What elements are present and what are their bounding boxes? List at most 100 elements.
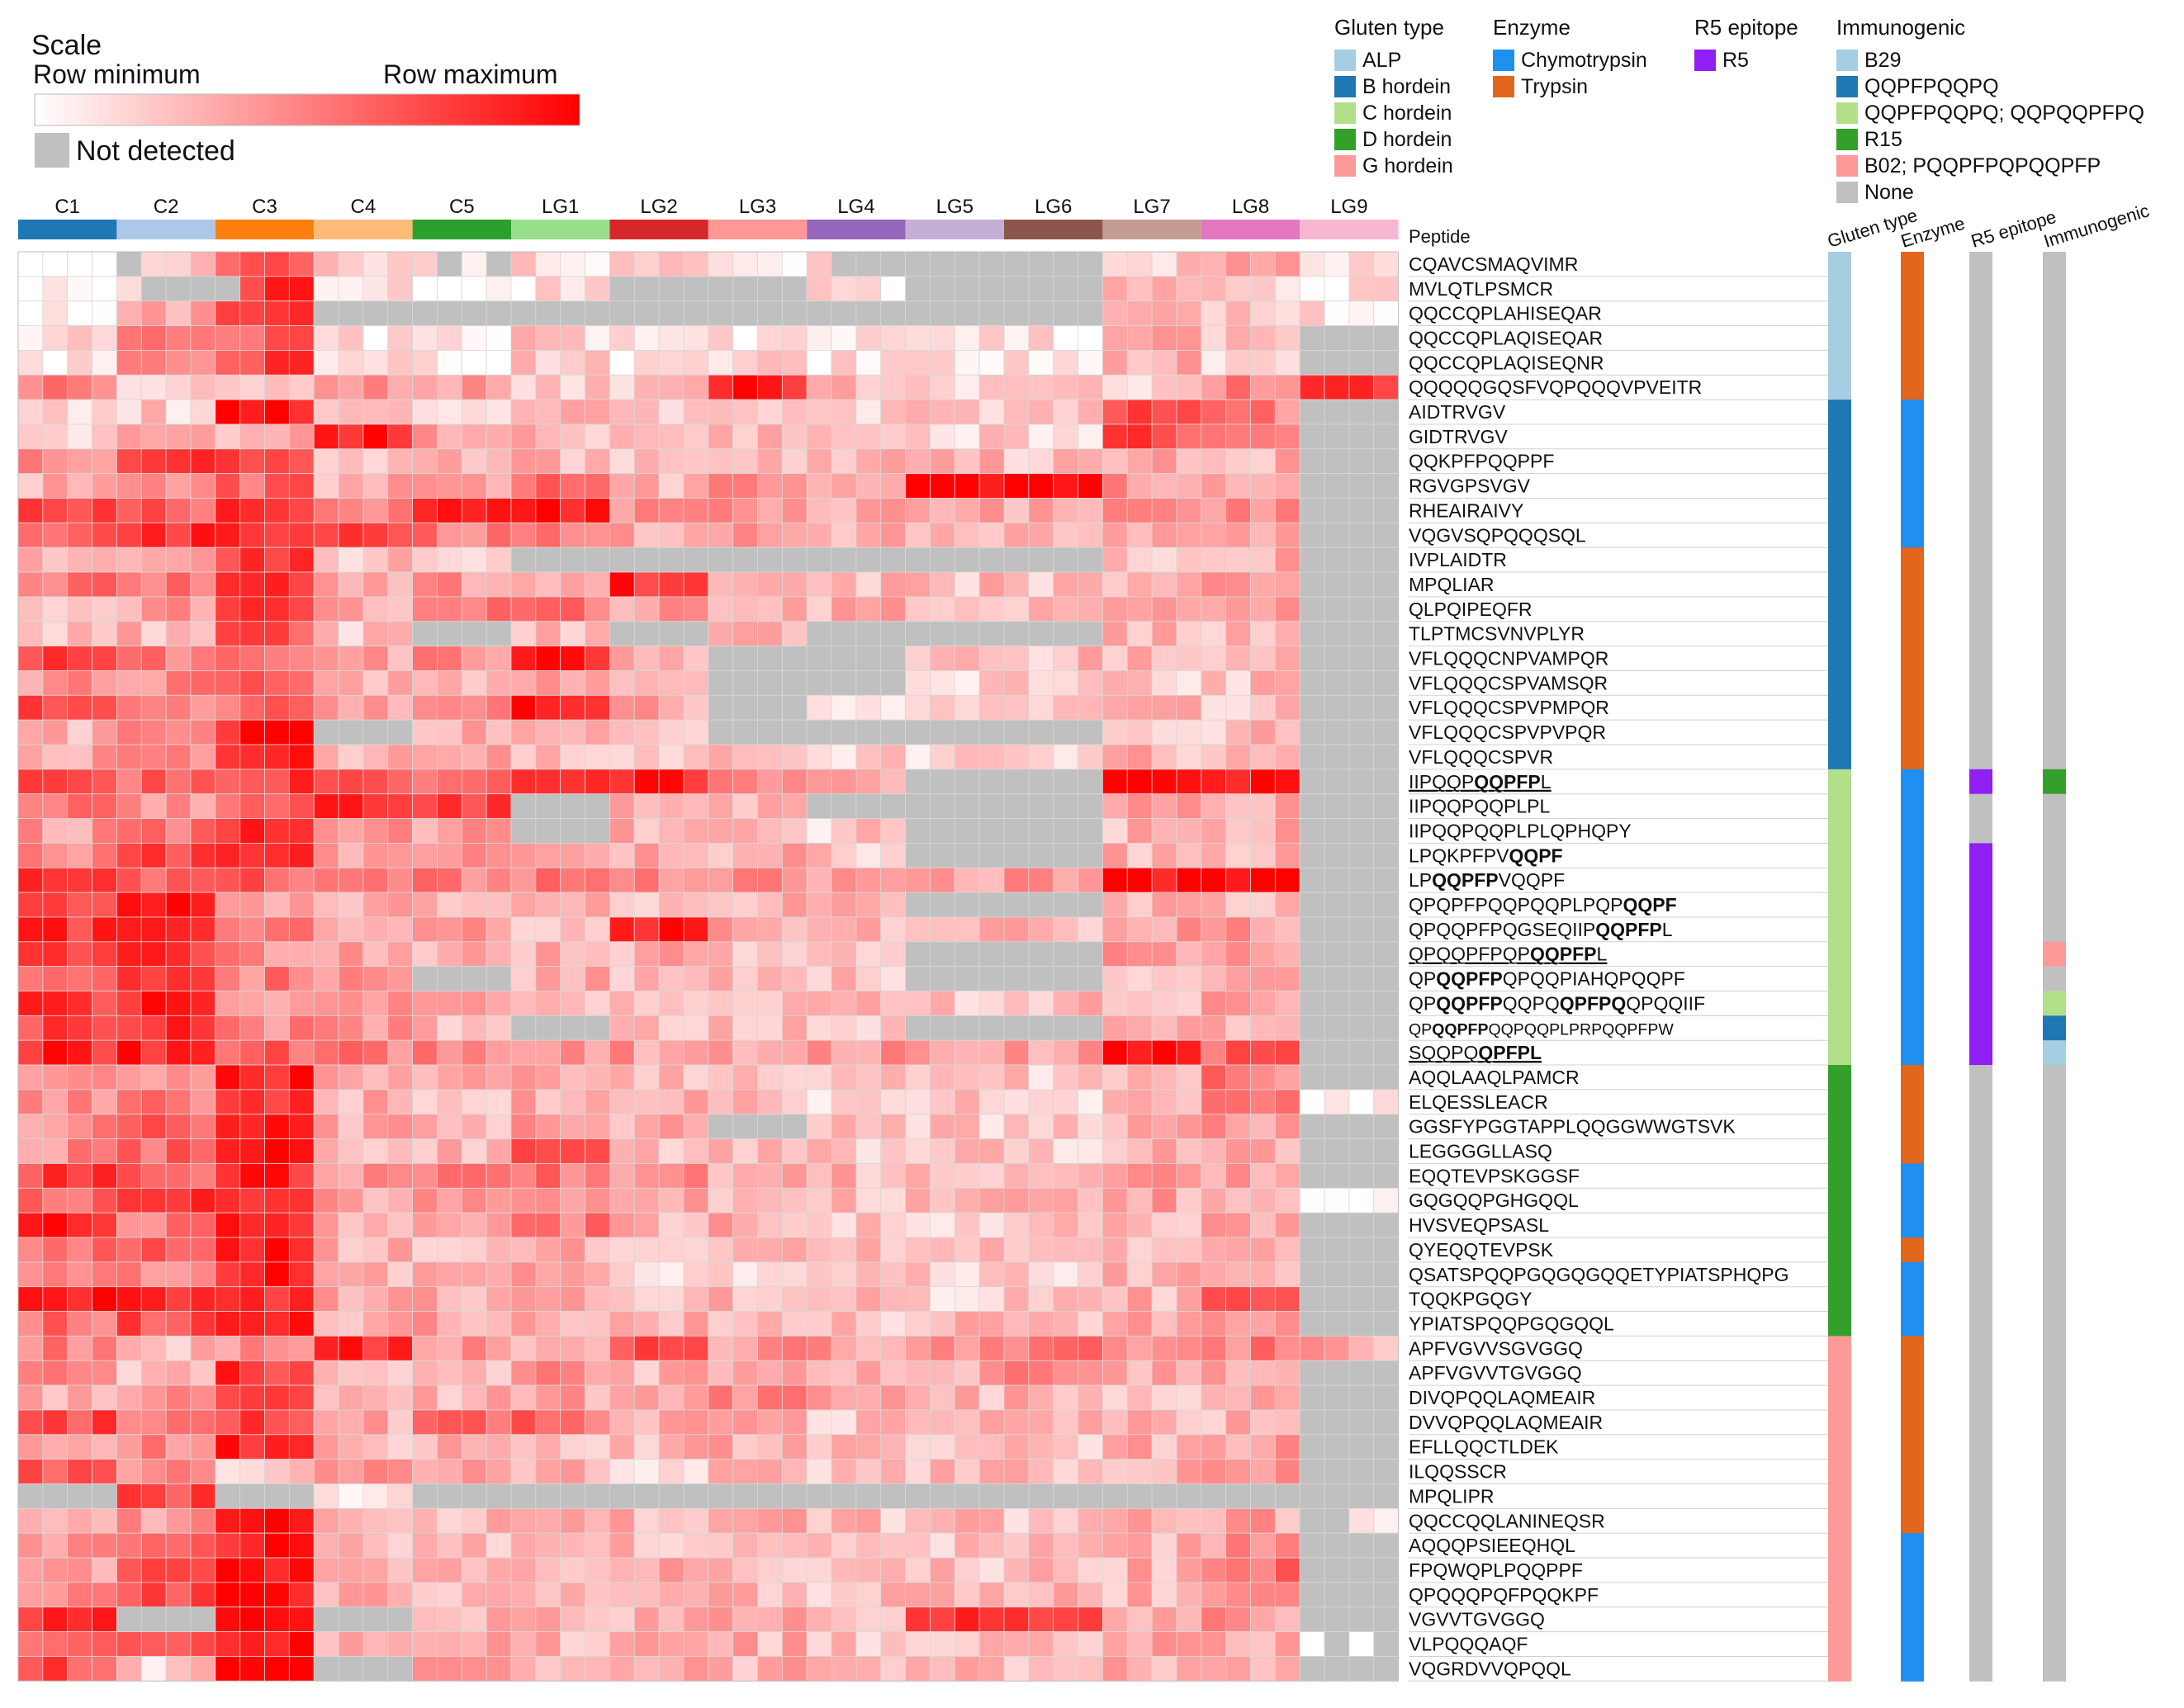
heatmap-cell <box>1373 941 1400 968</box>
heatmap-cell <box>510 991 537 1016</box>
heatmap-cell <box>978 522 1005 548</box>
heatmap-cell <box>338 1532 364 1559</box>
heatmap-cell <box>1078 1656 1103 1682</box>
heatmap-cell <box>658 966 685 991</box>
heatmap-cell <box>461 300 487 326</box>
heatmap-cell <box>732 1015 758 1041</box>
heatmap-cell <box>1225 1089 1251 1115</box>
heatmap-cell <box>116 670 142 696</box>
heatmap-cell <box>1299 1064 1325 1091</box>
heatmap-cell <box>1250 966 1276 991</box>
heatmap-cell <box>781 1483 808 1509</box>
heatmap-cell <box>264 646 290 671</box>
heatmap-cell <box>1299 1434 1325 1460</box>
heatmap-cell <box>1201 1434 1227 1460</box>
heatmap-cell <box>288 1532 315 1559</box>
heatmap-cell <box>978 694 1005 721</box>
heatmap-cell <box>1348 1114 1375 1140</box>
heatmap-cell <box>362 1434 389 1460</box>
heatmap-cell <box>757 498 783 523</box>
group-label-c3: C3 <box>252 196 277 218</box>
heatmap-cell <box>140 448 167 475</box>
heatmap-cell <box>461 670 487 696</box>
heatmap-cell <box>560 300 585 326</box>
heatmap-cell <box>1324 1089 1350 1115</box>
heatmap-cell <box>930 1286 955 1312</box>
heatmap-cell <box>461 1507 487 1534</box>
heatmap-cell <box>905 1384 931 1411</box>
heatmap-cell <box>510 251 537 277</box>
heatmap-cell <box>17 349 44 376</box>
heatmap-cell <box>239 1138 265 1164</box>
heatmap-cell <box>92 1409 117 1436</box>
group-label-lg7: LG7 <box>1133 196 1170 218</box>
heatmap-cell <box>338 1384 364 1411</box>
heatmap-cell <box>732 1311 758 1337</box>
heatmap-cell <box>1348 1631 1375 1657</box>
annotation-enzyme-cell <box>1901 473 1924 499</box>
heatmap-cell <box>1373 1606 1400 1633</box>
heatmap-cell <box>1078 1336 1103 1361</box>
heatmap-cell <box>880 991 907 1016</box>
heatmap-cell <box>609 1261 635 1288</box>
heatmap-cell <box>1003 251 1030 277</box>
heatmap-cell <box>1373 1237 1400 1263</box>
heatmap-cell <box>338 325 364 351</box>
heatmap-cell <box>92 1212 117 1238</box>
heatmap-cell <box>1324 1261 1350 1288</box>
heatmap-cell <box>1324 1360 1350 1386</box>
heatmap-cell <box>1225 1532 1251 1559</box>
heatmap-cell <box>1225 1606 1251 1633</box>
heatmap-cell <box>215 399 241 425</box>
heatmap-cell <box>1373 646 1400 671</box>
heatmap-cell <box>1176 719 1202 745</box>
heatmap-cell <box>708 1015 734 1041</box>
heatmap-cell <box>412 1163 438 1189</box>
heatmap-cell <box>165 399 192 425</box>
heatmap-cell <box>609 251 635 277</box>
heatmap-cell <box>239 1507 265 1534</box>
heatmap-cell <box>1250 1409 1276 1436</box>
heatmap-cell <box>1299 1089 1325 1115</box>
heatmap-cell <box>1126 473 1153 499</box>
heatmap-cell <box>880 1089 907 1115</box>
heatmap-cell <box>215 1384 241 1411</box>
annotation-enzyme-cell <box>1901 1409 1924 1436</box>
heatmap-cell <box>1225 1039 1251 1066</box>
group-bar-c5 <box>412 220 511 239</box>
heatmap-cell <box>855 1336 882 1361</box>
heatmap-cell <box>930 448 955 475</box>
heatmap-cell <box>806 966 832 991</box>
heatmap-cell <box>42 1336 69 1361</box>
heatmap-cell <box>1348 1261 1375 1288</box>
heatmap-cell <box>954 1261 980 1288</box>
heatmap-cell <box>1151 498 1177 523</box>
heatmap-cell <box>905 1261 931 1288</box>
heatmap-cell <box>190 1483 216 1509</box>
annotation-immunogenic-cell <box>2043 547 2066 573</box>
annotation-immunogenic-cell <box>2043 769 2066 795</box>
heatmap-cell <box>461 1656 487 1682</box>
heatmap-cell <box>1225 941 1251 968</box>
heatmap-cell <box>954 423 980 450</box>
heatmap-cell <box>1078 276 1103 302</box>
heatmap-cell <box>954 596 980 622</box>
heatmap-cell <box>1324 1409 1350 1436</box>
heatmap-cell <box>1225 300 1251 326</box>
heatmap-cell <box>1274 941 1300 968</box>
heatmap-cell <box>412 300 438 326</box>
heatmap-cell <box>215 546 241 573</box>
heatmap-cell <box>1225 694 1251 721</box>
annotation-enzyme-cell <box>1901 991 1924 1016</box>
annotation-r5-epitope-cell <box>1969 818 1992 844</box>
heatmap-cell <box>437 1656 462 1682</box>
heatmap-cell <box>609 546 635 573</box>
heatmap-cell <box>67 1138 92 1164</box>
annotation-immunogenic-cell <box>2043 1213 2066 1238</box>
heatmap-cell <box>1053 991 1078 1016</box>
peptide-label: TLPTMCSVNVPLYR <box>1409 623 1585 645</box>
heatmap-cell <box>1373 571 1400 598</box>
annotation-immunogenic-cell <box>2043 1631 2066 1658</box>
heatmap-cell <box>140 1384 167 1411</box>
heatmap-cell <box>486 473 512 499</box>
